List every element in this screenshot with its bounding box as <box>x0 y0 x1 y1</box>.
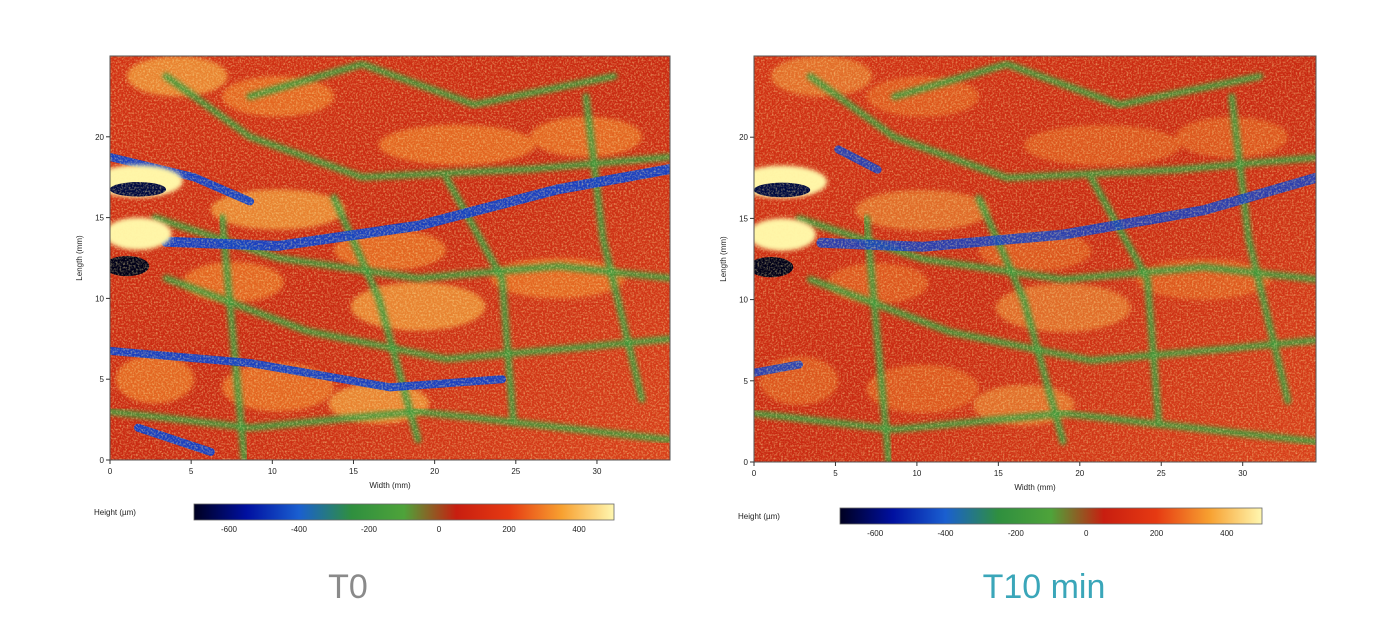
x-tick-label: 5 <box>189 467 194 476</box>
x-tick-label: 15 <box>994 469 1003 478</box>
x-axis-label: Width (mm) <box>369 481 411 490</box>
colorbar-tick-label: 400 <box>1220 529 1234 538</box>
x-tick-label: 10 <box>912 469 921 478</box>
y-tick-label: 0 <box>744 458 749 467</box>
y-tick-label: 10 <box>95 294 104 303</box>
y-axis-label: Length (mm) <box>75 235 84 281</box>
colorbar-tick-label: 200 <box>502 525 516 534</box>
caption-t0: T0 <box>328 568 368 606</box>
x-tick-label: 15 <box>349 467 358 476</box>
caption-t10: T10 min <box>982 568 1106 606</box>
colorbar-tick-label: -400 <box>291 525 308 534</box>
plot-frame <box>753 55 1317 463</box>
y-tick-label: 5 <box>744 377 749 386</box>
colorbar-tick-label: -600 <box>221 525 238 534</box>
y-tick-label: 5 <box>100 375 105 384</box>
x-tick-label: 5 <box>833 469 838 478</box>
colorbar-label: Height (µm) <box>738 512 780 521</box>
colorbar-tick-label: -600 <box>867 529 884 538</box>
y-axis-label: Length (mm) <box>719 236 728 282</box>
colorbar-tick-label: -200 <box>361 525 378 534</box>
colorbar <box>839 507 1263 525</box>
x-tick-label: 20 <box>1075 469 1084 478</box>
colorbar <box>193 503 615 521</box>
y-tick-label: 15 <box>95 214 104 223</box>
speckle-texture <box>110 56 670 460</box>
x-tick-label: 25 <box>511 467 520 476</box>
colorbar-tick-label: -400 <box>937 529 954 538</box>
colorbar-tick-label: -200 <box>1008 529 1025 538</box>
x-tick-label: 0 <box>752 469 757 478</box>
colorbar-tick-label: 0 <box>437 525 442 534</box>
height-map-chart-t0: 0 5 10 15 20 25 30 0 5 10 15 20 Width (mm) Length (mm… <box>75 55 671 534</box>
colorbar-tick-label: 200 <box>1150 529 1164 538</box>
colorbar-tick-label: 0 <box>1084 529 1089 538</box>
x-tick-label: 20 <box>430 467 439 476</box>
y-tick-label: 15 <box>739 214 748 223</box>
heatmap-field <box>110 56 670 460</box>
y-tick-label: 20 <box>95 133 104 142</box>
colorbar-label: Height (µm) <box>94 508 136 517</box>
y-tick-label: 10 <box>739 296 748 305</box>
speckle-texture <box>754 56 1316 462</box>
heatmap-field <box>754 56 1316 462</box>
x-tick-label: 30 <box>1238 469 1247 478</box>
y-tick-label: 0 <box>100 456 105 465</box>
x-tick-label: 25 <box>1157 469 1166 478</box>
x-tick-label: 10 <box>268 467 277 476</box>
x-axis-label: Width (mm) <box>1014 483 1056 492</box>
x-tick-label: 0 <box>108 467 113 476</box>
height-map-chart-t10: 0 5 10 15 20 25 30 0 5 10 15 20 Width (mm) Length (mm… <box>719 55 1317 538</box>
heatmap-panel-t0: 0 5 10 15 20 25 30 0 5 10 15 20 Width (mm) Length (mm… <box>75 55 671 534</box>
heatmap-panel-t10: 0 5 10 15 20 25 30 0 5 10 15 20 Width (mm) Length (mm… <box>696 0 1392 644</box>
colorbar-tick-label: 400 <box>572 525 586 534</box>
plot-frame <box>109 55 671 461</box>
y-tick-label: 20 <box>739 133 748 142</box>
x-tick-label: 30 <box>593 467 602 476</box>
